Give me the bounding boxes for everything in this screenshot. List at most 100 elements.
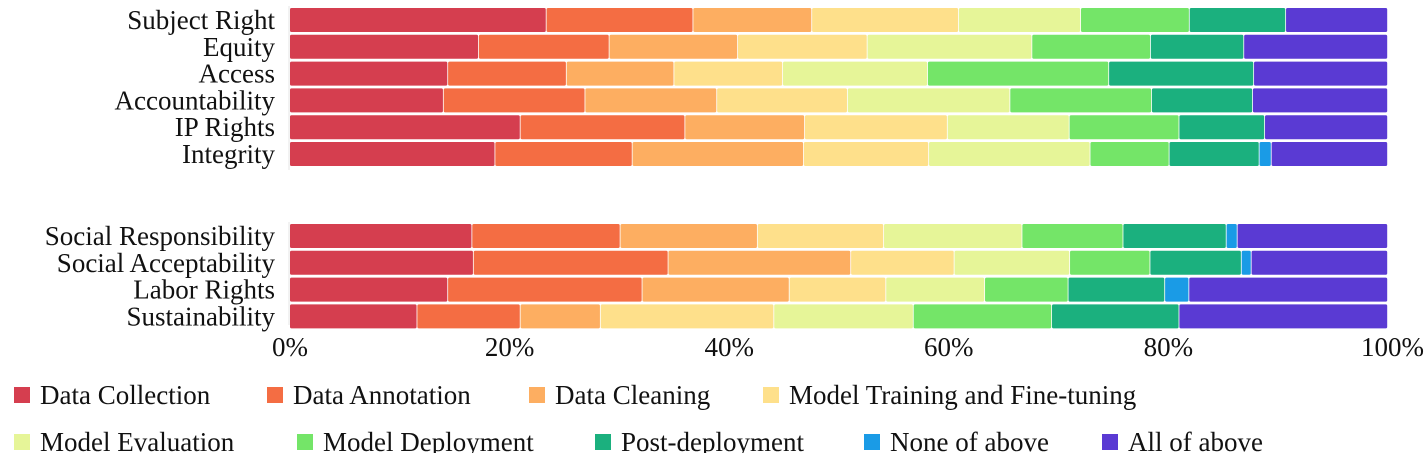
- bar-segment: [290, 115, 520, 140]
- bar-segment: [546, 8, 693, 32]
- legend-swatch: [14, 434, 30, 450]
- bar-segment: [1150, 34, 1244, 59]
- bar-segment: [1123, 224, 1226, 248]
- bar-segment: [1254, 61, 1388, 86]
- bar-segment: [927, 61, 1109, 86]
- bar-segment: [958, 8, 1081, 32]
- legend-label: Model Deployment: [323, 427, 534, 453]
- bar-segment: [1081, 8, 1189, 32]
- bar-segment: [495, 142, 632, 166]
- legend-swatch: [864, 434, 880, 450]
- bar-segment: [443, 88, 585, 113]
- bar-segment: [290, 142, 495, 166]
- bar-segment: [1189, 277, 1388, 302]
- bar-segment: [867, 34, 1032, 59]
- legend-label: Data Collection: [40, 380, 211, 410]
- category-label: Integrity: [182, 139, 275, 169]
- bar-segment: [473, 250, 668, 275]
- bar-segment: [1070, 250, 1150, 275]
- bar-segment: [290, 250, 473, 275]
- bar-segment: [693, 8, 812, 32]
- bar-segment: [783, 61, 928, 86]
- bar-segment: [290, 8, 546, 32]
- legend-label: Model Training and Fine-tuning: [789, 380, 1136, 410]
- legend: Data Collection Data Annotation Data Clean…: [14, 380, 1263, 453]
- legend-label: Data Annotation: [293, 380, 471, 410]
- bar-segment: [290, 88, 443, 113]
- bar-segment: [1189, 8, 1286, 32]
- bar-segment: [685, 115, 805, 140]
- bar-segment: [717, 88, 847, 113]
- bar-segment: [417, 304, 520, 329]
- bar-segment: [1286, 8, 1388, 32]
- category-label: Labor Rights: [133, 275, 275, 305]
- bar-segment: [520, 115, 685, 140]
- bar-segment: [448, 277, 642, 302]
- bar-segment: [600, 304, 774, 329]
- bar-segment: [947, 115, 1069, 140]
- category-label: IP Rights: [175, 112, 275, 142]
- x-tick-label: 80%: [1144, 332, 1194, 362]
- bar-segment: [1244, 34, 1388, 59]
- bars-layer: [290, 8, 1388, 329]
- bar-segment: [1169, 142, 1259, 166]
- category-label: Accountability: [115, 85, 276, 115]
- category-labels: Subject RightEquityAccessAccountabilityI…: [45, 5, 276, 331]
- bar-segment: [847, 88, 1010, 113]
- bar-segment: [478, 34, 609, 59]
- bar-segment: [789, 277, 886, 302]
- bar-segment: [1241, 250, 1251, 275]
- legend-swatch: [595, 434, 611, 450]
- bar-segment: [884, 224, 1022, 248]
- x-axis: 0% 20% 40% 60% 80% 100%: [272, 6, 1424, 362]
- category-label: Social Responsibility: [45, 221, 276, 251]
- bar-segment: [632, 142, 804, 166]
- legend-swatch: [297, 434, 313, 450]
- bar-segment: [290, 224, 472, 248]
- bar-segment: [737, 34, 867, 59]
- category-label: Social Acceptability: [57, 248, 276, 278]
- category-label: Access: [199, 59, 275, 89]
- legend-label: Model Evaluation: [40, 427, 235, 453]
- bar-segment: [1179, 115, 1265, 140]
- bar-segment: [642, 277, 789, 302]
- bar-segment: [929, 142, 1090, 166]
- bar-segment: [985, 277, 1068, 302]
- bar-segment: [1237, 224, 1388, 248]
- bar-segment: [1179, 304, 1388, 329]
- bar-segment: [1068, 277, 1165, 302]
- bar-segment: [913, 304, 1052, 329]
- legend-label: Data Cleaning: [555, 380, 710, 410]
- bar-segment: [674, 61, 783, 86]
- bar-segment: [609, 34, 738, 59]
- bar-segment: [1165, 277, 1189, 302]
- bar-segment: [804, 115, 947, 140]
- bar-segment: [1150, 250, 1241, 275]
- bar-segment: [1151, 88, 1253, 113]
- bar-segment: [566, 61, 674, 86]
- bar-segment: [290, 61, 448, 86]
- legend-label: None of above: [890, 427, 1049, 453]
- bar-segment: [1226, 224, 1237, 248]
- legend-label: Post-deployment: [621, 427, 804, 453]
- bar-segment: [954, 250, 1070, 275]
- bar-segment: [757, 224, 884, 248]
- bar-segment: [886, 277, 985, 302]
- bar-segment: [668, 250, 851, 275]
- bar-segment: [1259, 142, 1271, 166]
- bar-segment: [1265, 115, 1388, 140]
- x-tick-label: 100%: [1361, 332, 1424, 362]
- bar-segment: [448, 61, 566, 86]
- bar-segment: [1251, 250, 1388, 275]
- bar-segment: [1090, 142, 1169, 166]
- bar-segment: [290, 304, 417, 329]
- bar-segment: [812, 8, 959, 32]
- bar-segment: [1010, 88, 1152, 113]
- bar-segment: [1069, 115, 1179, 140]
- x-tick-label: 40%: [704, 332, 754, 362]
- category-label: Sustainability: [127, 301, 276, 331]
- legend-swatch: [267, 387, 283, 403]
- bar-segment: [1109, 61, 1254, 86]
- legend-swatch: [1102, 434, 1118, 450]
